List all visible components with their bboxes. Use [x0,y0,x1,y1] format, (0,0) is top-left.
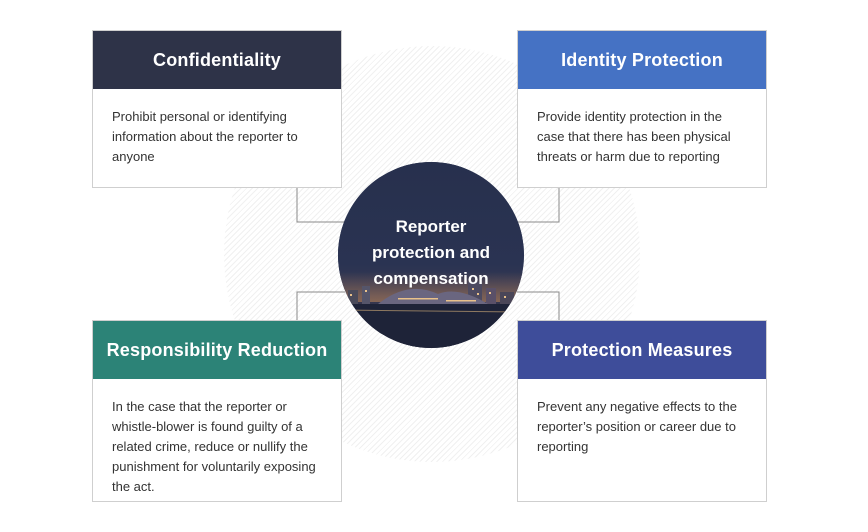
card-confidentiality-body: Prohibit personal or identifying informa… [112,109,298,164]
center-title-line-3: compensation [373,269,489,288]
center-title-line-1: Reporter [395,217,467,236]
connector-top-left [296,188,345,223]
card-confidentiality: Confidentiality Prohibit personal or ide… [92,30,342,188]
card-protection-measures-title: Protection Measures [551,339,733,360]
card-responsibility-reduction: Responsibility Reduction In the case tha… [92,320,342,502]
center-title: Reporter protection and compensation [338,214,524,292]
center-city-night-image [338,162,524,348]
card-identity-protection-body: Provide identity protection in the case … [537,109,731,164]
center-circle: Reporter protection and compensation [338,162,524,348]
connector-bottom-left [296,291,345,320]
card-protection-measures-body: Prevent any negative effects to the repo… [537,399,737,454]
connector-top-right [517,188,560,223]
card-identity-protection-title: Identity Protection [561,49,723,70]
card-responsibility-reduction-title: Responsibility Reduction [106,339,328,360]
card-identity-protection-header: Identity Protection [518,31,766,89]
card-responsibility-reduction-header: Responsibility Reduction [93,321,341,379]
card-confidentiality-title: Confidentiality [153,49,281,70]
card-protection-measures: Protection Measures Prevent any negative… [517,320,767,502]
card-protection-measures-header: Protection Measures [518,321,766,379]
card-confidentiality-header: Confidentiality [93,31,341,89]
connector-bottom-right [517,291,560,320]
card-identity-protection: Identity Protection Provide identity pro… [517,30,767,188]
center-title-line-2: protection and [371,243,491,262]
card-responsibility-reduction-body: In the case that the reporter or whistle… [112,399,316,494]
